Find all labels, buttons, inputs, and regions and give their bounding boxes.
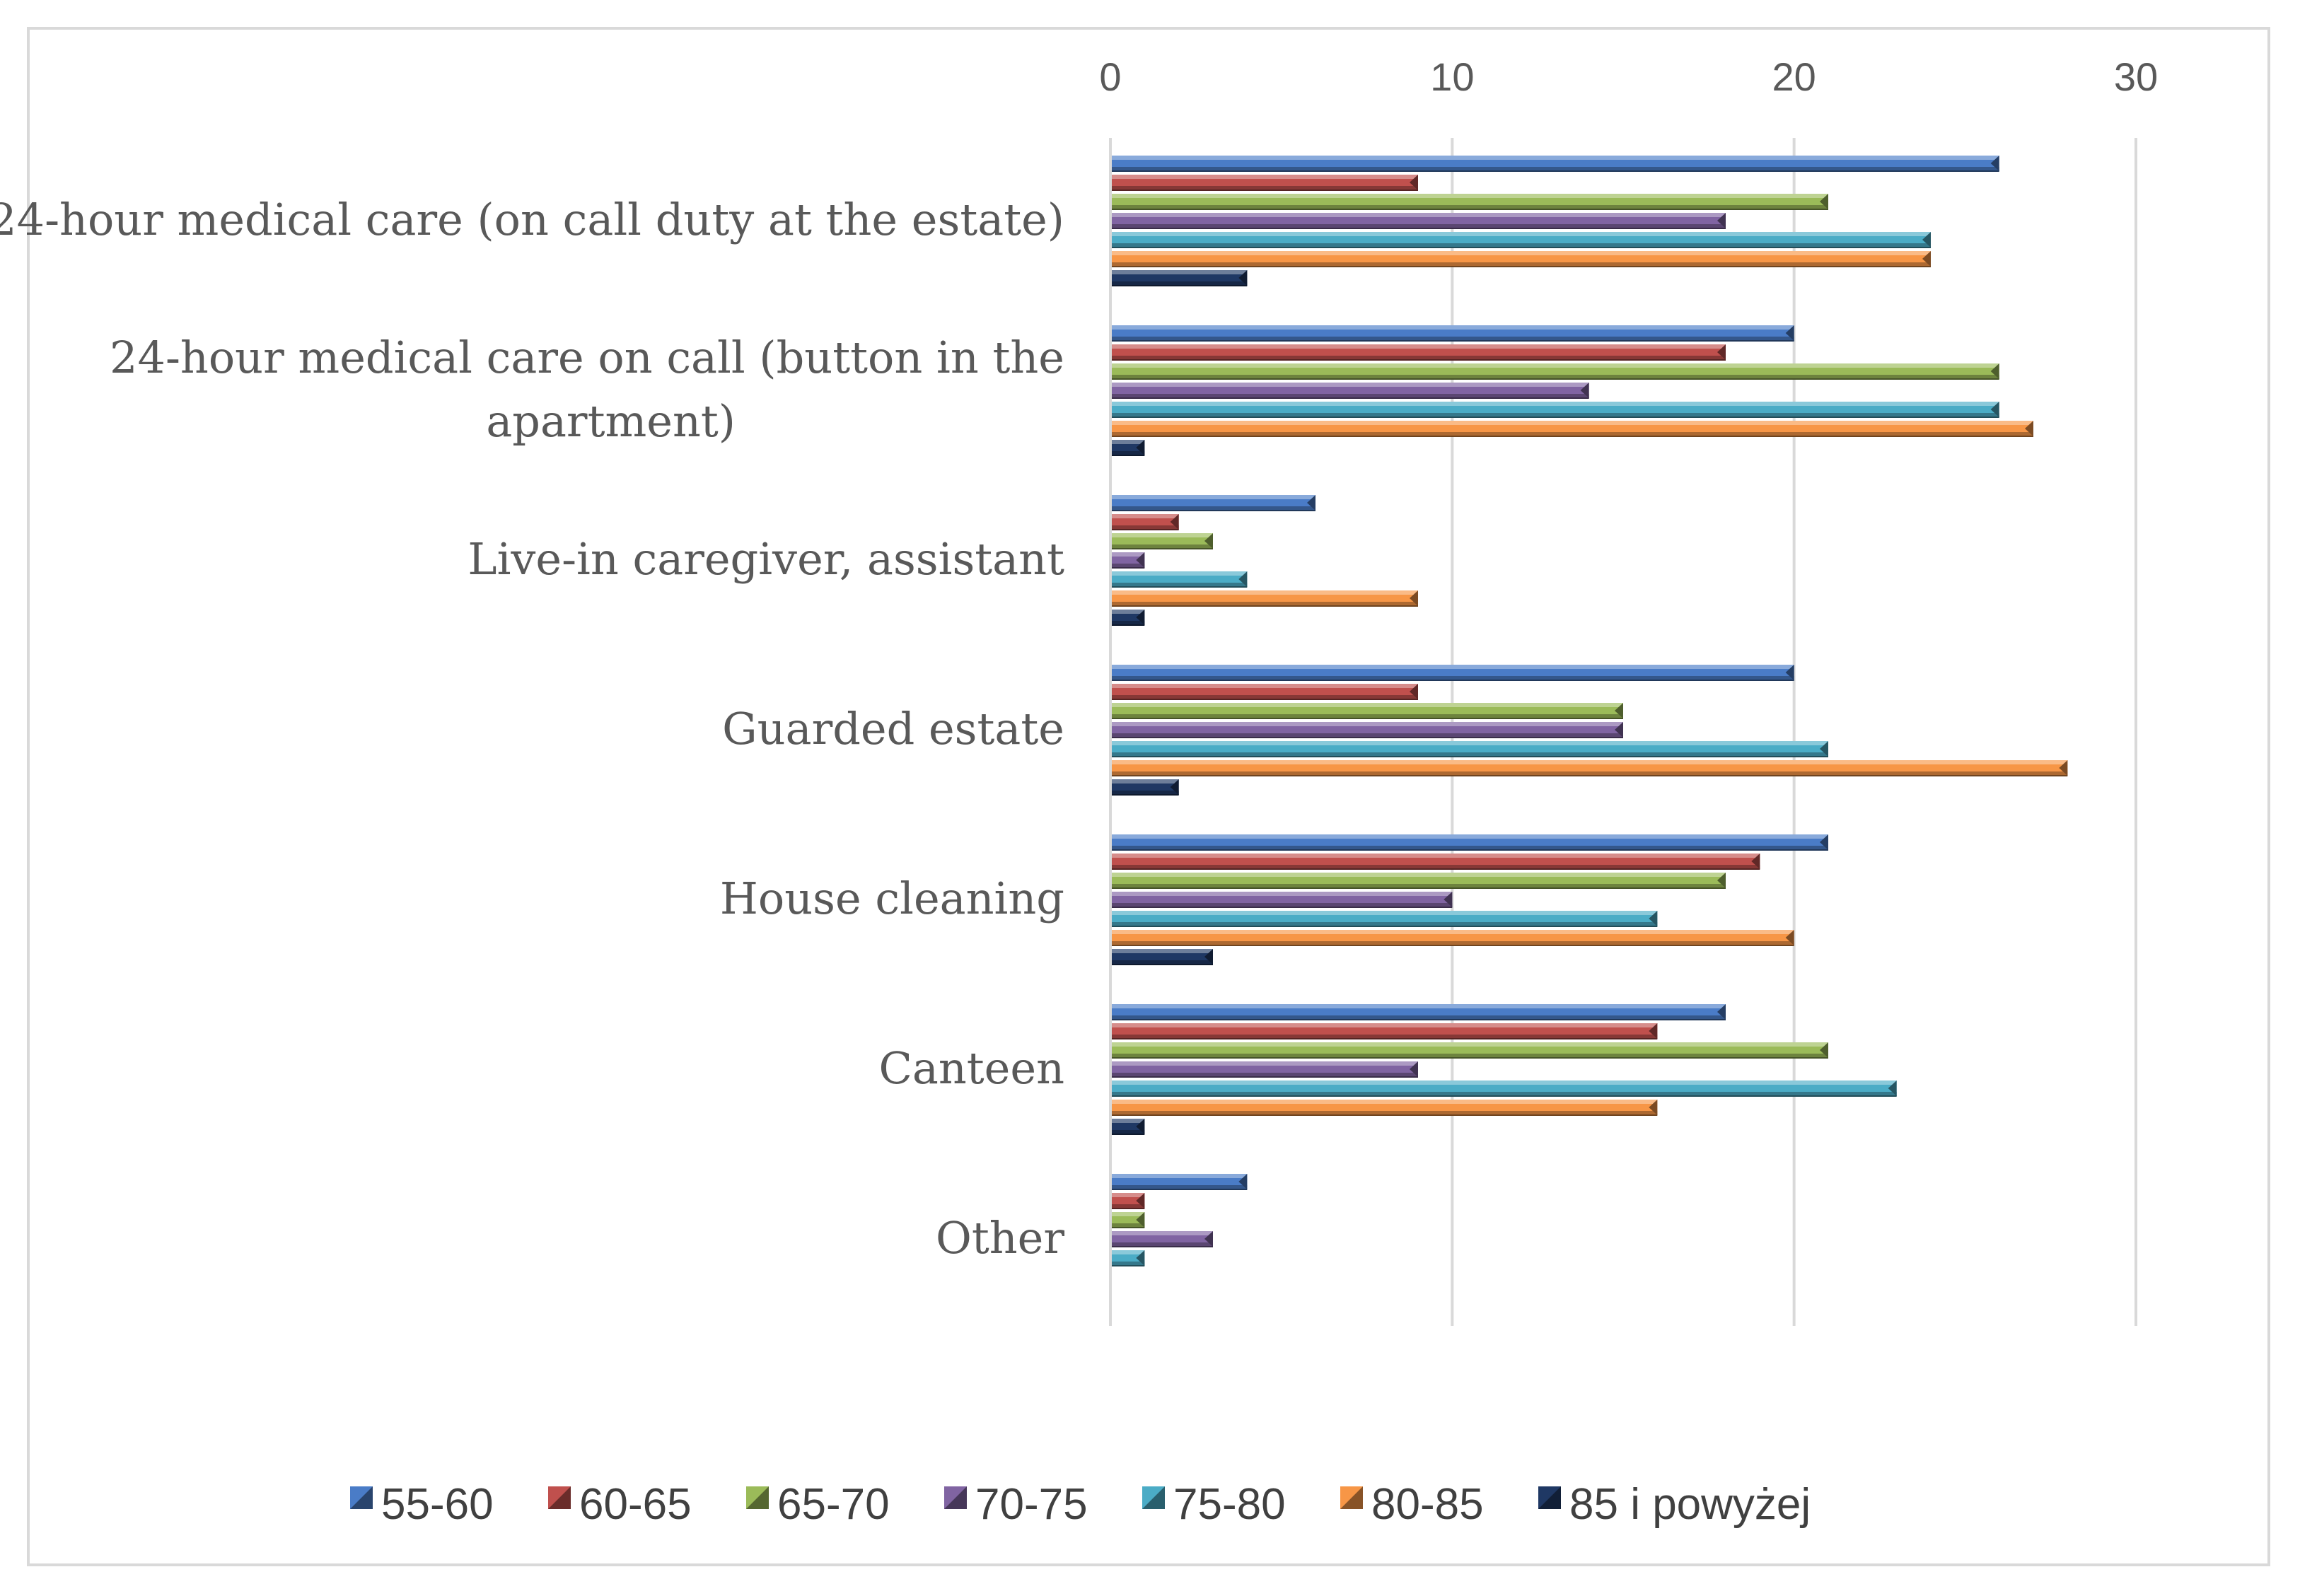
bar-4-70-75	[1110, 722, 1623, 738]
bar-3-65-70	[1110, 533, 1213, 549]
bar-3-55-60	[1110, 495, 1315, 511]
bar-1-75-80	[1110, 232, 1931, 248]
bar-6-75-80	[1110, 1080, 1897, 1097]
bar-5-80-85	[1110, 930, 1794, 946]
bar-6-85-i-powyżej	[1110, 1119, 1145, 1135]
legend-label: 70-75	[975, 1480, 1088, 1529]
bar-4-85-i-powyżej	[1110, 779, 1179, 796]
category-label-4: Guarded estate	[722, 703, 1064, 755]
category-label-1: 24-hour medical care (on call duty at th…	[0, 194, 1064, 245]
bar-2-75-80	[1110, 402, 1999, 418]
bar-4-65-70	[1110, 703, 1623, 719]
legend-label: 80-85	[1371, 1480, 1484, 1529]
bar-5-85-i-powyżej	[1110, 949, 1213, 965]
bar-4-75-80	[1110, 741, 1828, 757]
legend-item-70-75: 70-75	[944, 1480, 1088, 1529]
legend-item-60-65: 60-65	[548, 1480, 692, 1529]
legend-item-80-85: 80-85	[1340, 1480, 1484, 1529]
legend-item-75-80: 75-80	[1142, 1480, 1286, 1529]
tick-label-30: 30	[2114, 54, 2158, 99]
bar-2-70-75	[1110, 383, 1589, 399]
bar-5-70-75	[1110, 892, 1453, 908]
legend-label: 55-60	[381, 1480, 494, 1529]
category-label-2-line-1: 24-hour medical care on call (button in …	[110, 332, 1064, 383]
bar-7-55-60	[1110, 1174, 1248, 1190]
bar-6-80-85	[1110, 1100, 1658, 1116]
legend-label: 85 i powyżej	[1569, 1480, 1811, 1529]
bar-4-55-60	[1110, 665, 1794, 681]
bar-6-60-65	[1110, 1023, 1658, 1039]
bar-5-60-65	[1110, 854, 1760, 870]
bar-7-65-70	[1110, 1212, 1145, 1228]
legend-item-85-i-powyżej: 85 i powyżej	[1538, 1480, 1811, 1529]
bar-1-55-60	[1110, 156, 1999, 172]
category-label-2-line-2: apartment)	[486, 395, 736, 447]
bar-3-75-80	[1110, 571, 1248, 588]
category-label-3: Live-in caregiver, assistant	[467, 533, 1064, 585]
bar-7-70-75	[1110, 1231, 1213, 1247]
bar-7-75-80	[1110, 1250, 1145, 1266]
bar-3-60-65	[1110, 514, 1179, 530]
category-label-6: Canteen	[878, 1042, 1064, 1094]
legend-item-55-60: 55-60	[350, 1480, 494, 1529]
bar-1-60-65	[1110, 175, 1418, 191]
tick-label-0: 0	[1099, 54, 1121, 99]
bar-2-85-i-powyżej	[1110, 440, 1145, 456]
legend-item-65-70: 65-70	[746, 1480, 890, 1529]
bar-2-80-85	[1110, 421, 2033, 437]
legend-label: 75-80	[1173, 1480, 1286, 1529]
bar-2-55-60	[1110, 325, 1794, 342]
bar-6-65-70	[1110, 1042, 1828, 1059]
bar-4-80-85	[1110, 760, 2068, 776]
bar-6-70-75	[1110, 1061, 1418, 1078]
bar-1-65-70	[1110, 194, 1828, 210]
bar-1-70-75	[1110, 213, 1726, 229]
legend-label: 65-70	[777, 1480, 890, 1529]
category-label-7: Other	[936, 1212, 1064, 1264]
bar-7-60-65	[1110, 1193, 1145, 1209]
bar-2-60-65	[1110, 344, 1726, 361]
legend-label: 60-65	[579, 1480, 692, 1529]
bar-1-85-i-powyżej	[1110, 270, 1248, 286]
bar-5-75-80	[1110, 911, 1658, 927]
category-label-5: House cleaning	[720, 873, 1064, 924]
tick-label-10: 10	[1430, 54, 1474, 99]
bar-3-70-75	[1110, 552, 1145, 569]
bar-6-55-60	[1110, 1004, 1726, 1020]
bar-1-80-85	[1110, 251, 1931, 267]
bar-3-80-85	[1110, 590, 1418, 607]
bar-4-60-65	[1110, 684, 1418, 700]
tick-label-20: 20	[1772, 54, 1816, 99]
bar-5-55-60	[1110, 834, 1828, 851]
bar-2-65-70	[1110, 363, 1999, 380]
bar-3-85-i-powyżej	[1110, 610, 1145, 626]
bar-5-65-70	[1110, 873, 1726, 889]
